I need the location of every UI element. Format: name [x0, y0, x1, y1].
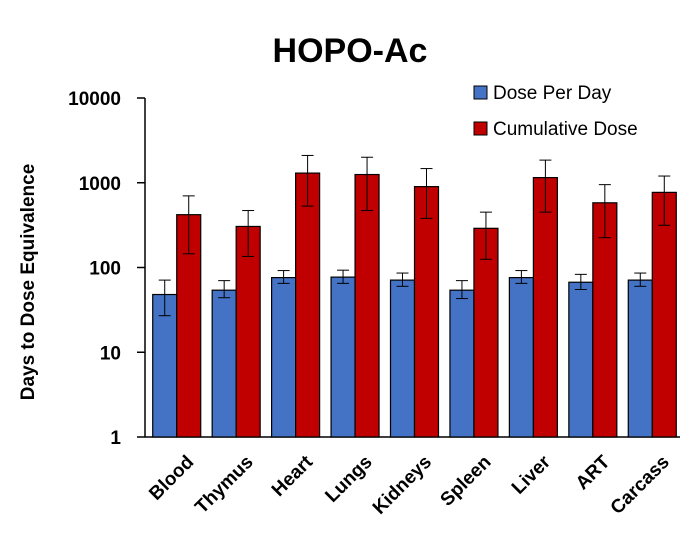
- x-tick-label: Thymus: [191, 452, 257, 518]
- bar: [473, 227, 499, 438]
- bar: [235, 225, 261, 438]
- y-tick-label: 10: [100, 343, 121, 364]
- x-tick-label: Kidneys: [369, 452, 436, 519]
- bar: [568, 281, 594, 438]
- bar: [211, 289, 237, 438]
- bar: [271, 277, 297, 438]
- y-tick-label: 1000: [79, 174, 121, 195]
- x-tick-label: Blood: [145, 452, 198, 505]
- y-tick-label: 100: [89, 259, 121, 280]
- x-tick-label: Spleen: [437, 452, 496, 511]
- y-tick-label: 10000: [68, 89, 121, 110]
- bar: [532, 177, 558, 438]
- bar: [413, 186, 440, 438]
- legend-swatch: [473, 85, 488, 100]
- bar: [449, 289, 475, 438]
- bar: [295, 172, 321, 438]
- bar: [330, 276, 356, 438]
- x-tick-label: Lungs: [321, 452, 376, 507]
- legend-swatch: [473, 121, 488, 136]
- bar: [627, 279, 653, 438]
- x-tick-label: Heart: [268, 451, 318, 501]
- legend-label: Cumulative Dose: [493, 119, 638, 140]
- x-tick-label: Liver: [508, 451, 555, 498]
- legend-label: Dose Per Day: [493, 83, 612, 104]
- legend: Dose Per Day Cumulative Dose: [473, 83, 638, 140]
- bar: [152, 293, 178, 438]
- bar: [389, 279, 416, 438]
- y-tick-label: 1: [110, 428, 121, 449]
- bar: [354, 173, 380, 438]
- bar: [508, 277, 534, 438]
- chart-title: HOPO-Ac: [273, 32, 428, 70]
- bar: [592, 202, 618, 438]
- y-axis-label: Days to Dose Equivalence: [18, 164, 39, 401]
- x-tick-label: ART: [572, 451, 615, 494]
- x-tick-label: Carcass: [607, 452, 674, 519]
- bar: [651, 191, 677, 438]
